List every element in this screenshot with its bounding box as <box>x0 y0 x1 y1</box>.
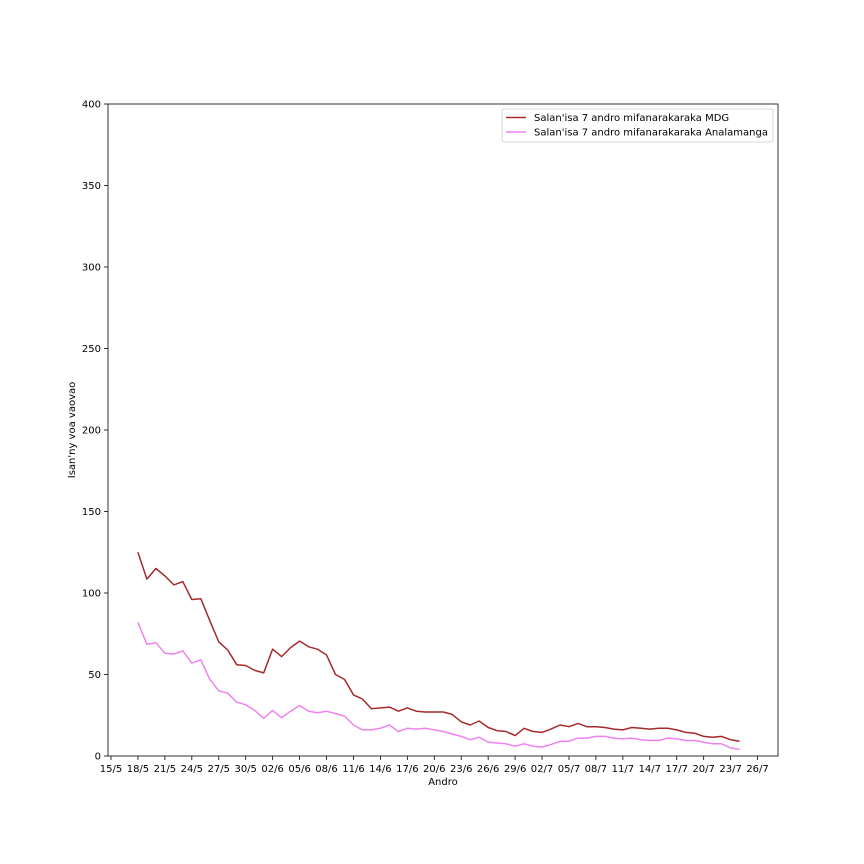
x-tick-label: 17/7 <box>666 764 688 775</box>
x-tick-label: 24/5 <box>181 764 203 775</box>
legend-entry-2: Salan'isa 7 andro mifanarakaraka Analama… <box>534 128 768 139</box>
y-tick-label: 100 <box>82 589 101 600</box>
y-tick-label: 350 <box>82 181 101 192</box>
y-tick-label: 0 <box>95 752 101 763</box>
x-tick-label: 23/7 <box>719 764 741 775</box>
x-tick-label: 05/6 <box>288 764 310 775</box>
x-tick-label: 29/6 <box>504 764 526 775</box>
x-tick-label: 02/7 <box>531 764 553 775</box>
x-tick-label: 26/6 <box>477 764 499 775</box>
x-axis: 15/5 18/5 21/5 24/5 27/5 30/5 02/6 05/6 08/6 11/6… <box>100 756 769 775</box>
y-tick-label: 400 <box>82 100 101 111</box>
y-tick-label: 250 <box>82 344 101 355</box>
legend-box <box>501 108 774 143</box>
x-tick-label: 11/6 <box>342 764 364 775</box>
series-line-2 <box>137 622 740 751</box>
x-tick-label: 27/5 <box>208 764 230 775</box>
y-tick-label: 150 <box>82 507 101 518</box>
x-tick-label: 05/7 <box>558 764 580 775</box>
x-tick-label: 15/5 <box>100 764 122 775</box>
series-line-1 <box>137 552 740 743</box>
x-tick-label: 20/7 <box>692 764 714 775</box>
y-tick-label: 300 <box>82 263 101 274</box>
x-tick-label: 08/7 <box>585 764 607 775</box>
x-tick-label: 14/6 <box>369 764 391 775</box>
series-layer <box>137 552 740 751</box>
legend: Salan'isa 7 andro mifanarakaraka MDG Sala… <box>501 108 774 143</box>
x-tick-label: 17/6 <box>396 764 418 775</box>
y-tick-label: 200 <box>82 426 101 437</box>
y-axis: 0 50 100 150 200 250 300 350 400 <box>82 100 108 763</box>
x-tick-label: 02/6 <box>261 764 283 775</box>
x-tick-label: 14/7 <box>639 764 661 775</box>
x-tick-label: 18/5 <box>127 764 149 775</box>
x-tick-label: 08/6 <box>315 764 337 775</box>
x-axis-label: Andro <box>428 777 458 788</box>
x-tick-label: 21/5 <box>154 764 176 775</box>
y-axis-label: Isan'ny voa vaovao <box>67 382 78 478</box>
y-tick-label: 50 <box>88 670 101 681</box>
x-tick-label: 11/7 <box>612 764 634 775</box>
x-tick-label: 30/5 <box>234 764 256 775</box>
x-tick-label: 23/6 <box>450 764 472 775</box>
legend-entry-1: Salan'isa 7 andro mifanarakaraka MDG <box>534 113 729 124</box>
x-tick-label: 26/7 <box>746 764 768 775</box>
x-tick-label: 20/6 <box>423 764 445 775</box>
